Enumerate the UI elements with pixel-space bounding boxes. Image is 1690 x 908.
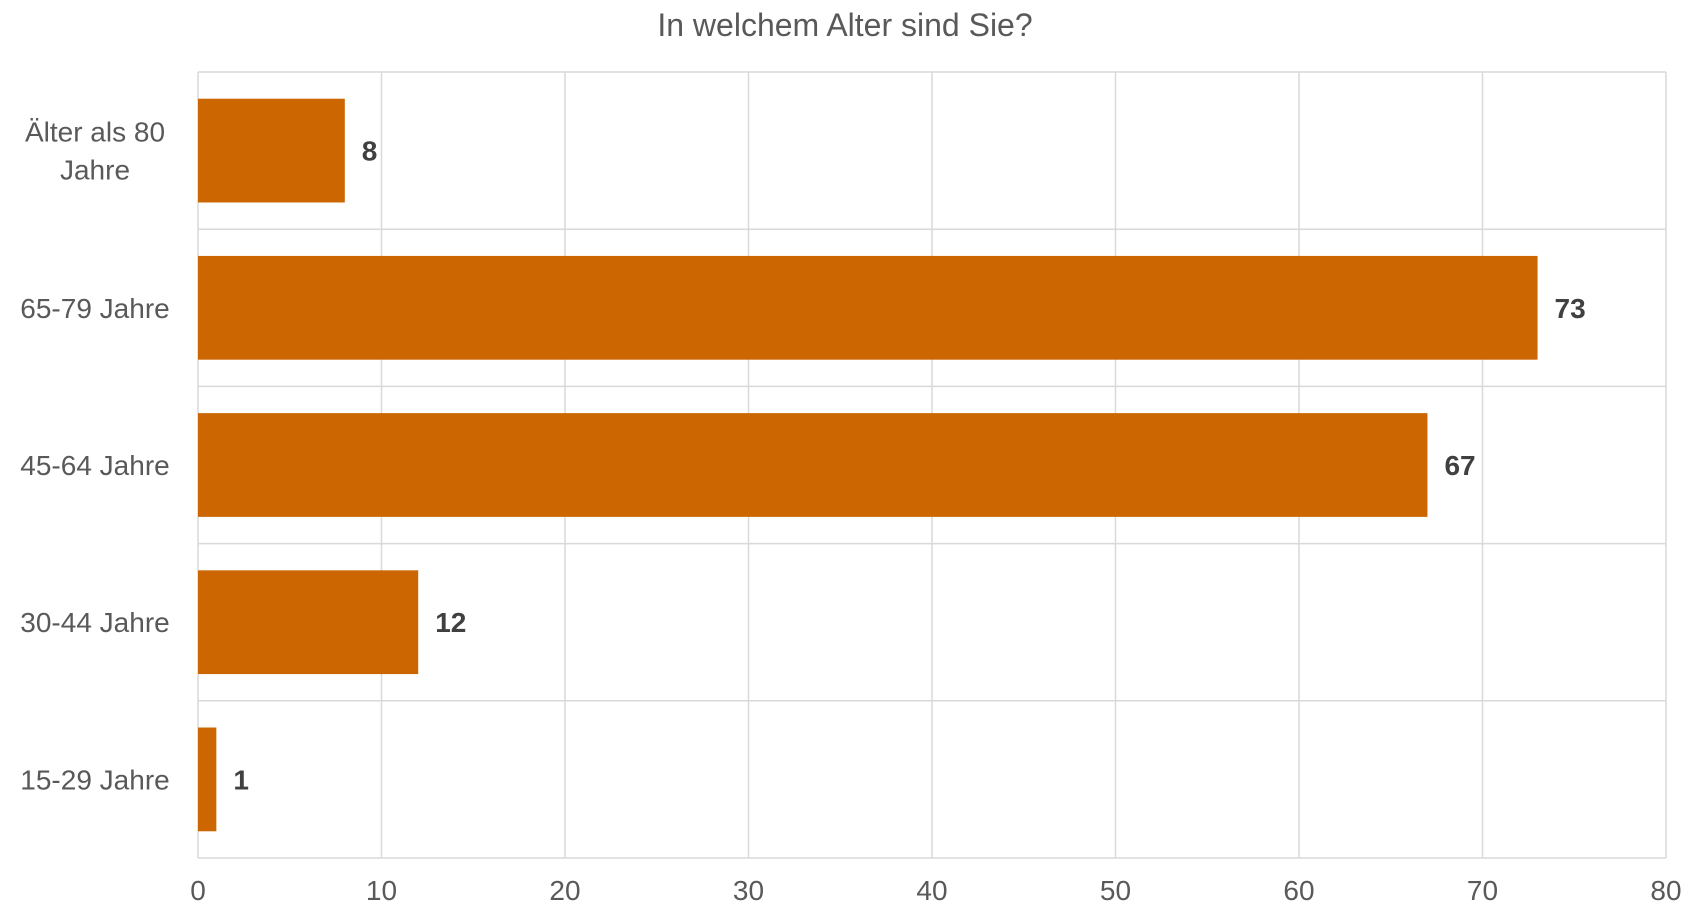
bars: [198, 98, 1538, 832]
bar: [198, 413, 1428, 517]
x-tick-label: 40: [916, 875, 947, 906]
x-tick-label: 50: [1100, 875, 1131, 906]
x-tick-label: 80: [1650, 875, 1681, 906]
category-label: 65-79 Jahre: [20, 293, 169, 324]
bar-value-label: 1: [233, 764, 249, 795]
value-axis: 0 10 20 30 40 50 60 70 80: [190, 875, 1681, 906]
category-label: Älter als 80 Jahre: [25, 117, 165, 186]
x-tick-label: 20: [549, 875, 580, 906]
bar: [198, 727, 217, 832]
data-labels: 8 73 67 12 1: [233, 136, 1585, 796]
category-axis: Älter als 80 Jahre 65-79 Jahre 45-64 Jahre 3…: [20, 117, 169, 796]
chart-title: In welchem Alter sind Sie?: [657, 7, 1032, 43]
bar-value-label: 67: [1444, 450, 1475, 481]
x-tick-label: 30: [733, 875, 764, 906]
x-tick-label: 0: [190, 875, 206, 906]
bar-value-label: 73: [1555, 293, 1586, 324]
bar-value-label: 8: [362, 136, 378, 167]
bar: [198, 570, 419, 675]
x-tick-label: 60: [1283, 875, 1314, 906]
category-label: 45-64 Jahre: [20, 450, 169, 481]
bar-value-label: 12: [435, 607, 466, 638]
category-label: 30-44 Jahre: [20, 607, 169, 638]
bar: [198, 255, 1538, 360]
bar: [198, 98, 345, 203]
category-label: 15-29 Jahre: [20, 764, 169, 795]
x-tick-label: 10: [366, 875, 397, 906]
x-tick-label: 70: [1467, 875, 1498, 906]
